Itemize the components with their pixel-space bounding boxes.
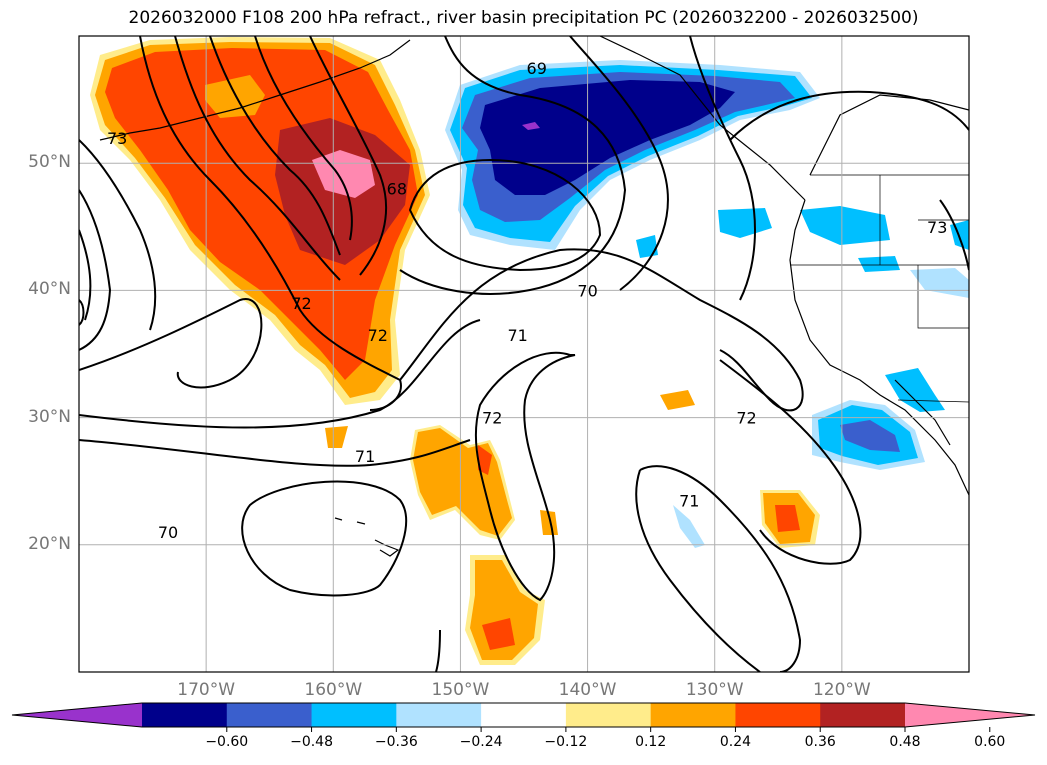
contour-label: 72 (482, 409, 502, 428)
colorbar-tick-label: −0.24 (459, 734, 503, 750)
lon-tick-label: 170°W (177, 680, 236, 700)
lon-tick-label: 150°W (431, 680, 490, 700)
colorbar-tick-label: 0.12 (635, 734, 667, 750)
colorbar-segment (311, 703, 397, 727)
lon-tick-label: 130°W (685, 680, 744, 700)
contour-label: 73 (927, 218, 947, 237)
colorbar-tick-label: 0.36 (804, 734, 836, 750)
contour-labels: 73 72 72 69 68 70 71 72 71 70 71 72 73 (107, 59, 947, 542)
lat-tick-label: 30°N (28, 406, 71, 427)
colorbar-tick-label: −0.48 (290, 734, 333, 750)
colorbar-segment (396, 703, 482, 727)
contour-label: 70 (158, 523, 178, 542)
colorbar-tick-label: −0.60 (205, 734, 249, 750)
lon-tick-label: 140°W (558, 680, 617, 700)
contour-label: 72 (368, 326, 388, 345)
contours (79, 36, 969, 672)
colorbar (11, 702, 1036, 732)
lon-tick-label: 160°W (304, 680, 363, 700)
contour-label: 70 (577, 281, 597, 300)
colorbar-segment (565, 703, 652, 727)
contour-label: 69 (527, 59, 547, 78)
lat-tick-label: 20°N (28, 533, 71, 554)
map-title: 2026032000 F108 200 hPa refract., river … (128, 8, 919, 28)
contour-label: 71 (679, 491, 699, 510)
colorbar-segment (226, 703, 313, 727)
colorbar-segment (142, 703, 228, 727)
map-frame (78, 35, 970, 673)
colorbar-segment (481, 703, 567, 727)
lon-tick-label: 120°W (812, 680, 871, 700)
coastlines (99, 36, 969, 557)
contour-label: 73 (107, 129, 127, 148)
colorbar-segment (650, 703, 736, 727)
borders (790, 174, 969, 403)
colorbar-tick-label: 0.24 (719, 734, 752, 750)
colorbar-tick-label: −0.12 (544, 734, 588, 750)
lat-tick-label: 50°N (28, 152, 71, 173)
contour-label: 71 (355, 447, 375, 466)
contour-label: 72 (736, 409, 756, 428)
colorbar-segment (820, 703, 906, 727)
colorbar-outline (11, 702, 1036, 728)
lat-tick-label: 40°N (28, 279, 71, 300)
contour-label: 72 (291, 294, 311, 313)
colorbar-segment (735, 703, 821, 727)
colorbar-tick-label: −0.36 (374, 734, 418, 750)
contour-label: 68 (387, 180, 407, 199)
colorbar-tick-label: 0.48 (889, 734, 921, 750)
contour-label: 71 (507, 326, 527, 345)
precip-shading (90, 37, 969, 665)
colorbar-extend-high (905, 703, 1035, 727)
colorbar-extend-low (12, 703, 142, 727)
colorbar-tick-label: 0.60 (974, 734, 1006, 750)
